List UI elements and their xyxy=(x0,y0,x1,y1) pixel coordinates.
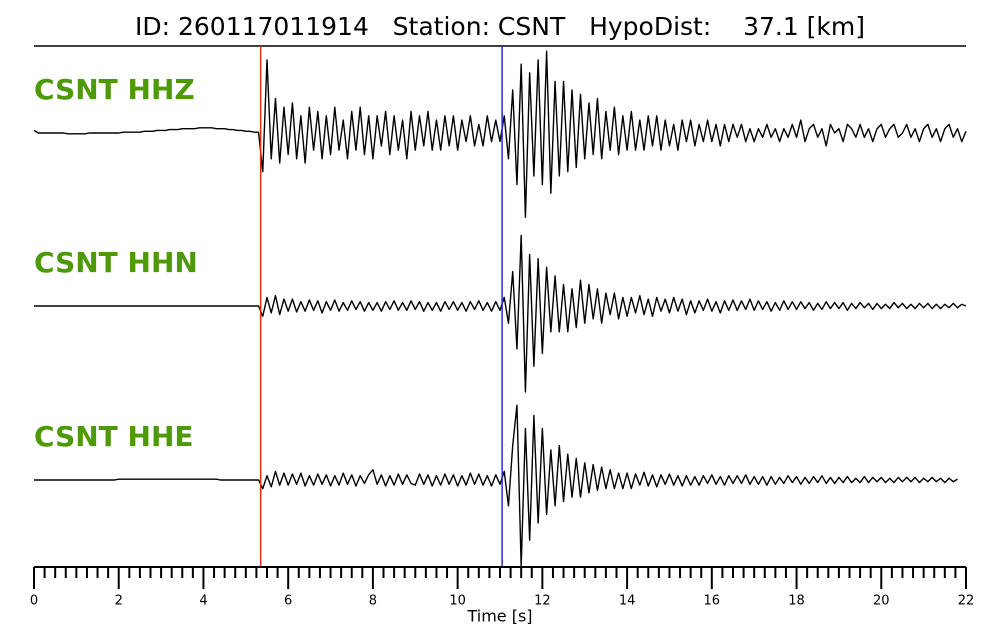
x-tick-label: 22 xyxy=(958,594,975,609)
x-tick-label: 10 xyxy=(449,594,466,609)
x-tick-label: 18 xyxy=(788,594,805,609)
x-tick-label: 4 xyxy=(199,594,207,609)
trace-label: CSNT HHN xyxy=(34,246,198,279)
x-tick-label: 12 xyxy=(534,594,551,609)
waveform xyxy=(34,234,967,393)
x-tick-label: 2 xyxy=(115,594,123,609)
x-tick-label: 8 xyxy=(369,594,377,609)
waveform xyxy=(33,50,967,218)
chart-title: ID: 260117011914 Station: CSNT HypoDist:… xyxy=(135,12,865,41)
x-tick-label: 0 xyxy=(30,594,38,609)
trace-label: CSNT HHE xyxy=(34,420,194,453)
x-tick-label: 16 xyxy=(704,594,721,609)
x-tick-label: 6 xyxy=(284,594,292,609)
x-tick-label: 14 xyxy=(619,594,636,609)
x-axis-label: Time [s] xyxy=(466,607,532,626)
waveform xyxy=(34,404,958,567)
trace-label: CSNT HHZ xyxy=(34,73,195,106)
x-tick-label: 20 xyxy=(873,594,890,609)
